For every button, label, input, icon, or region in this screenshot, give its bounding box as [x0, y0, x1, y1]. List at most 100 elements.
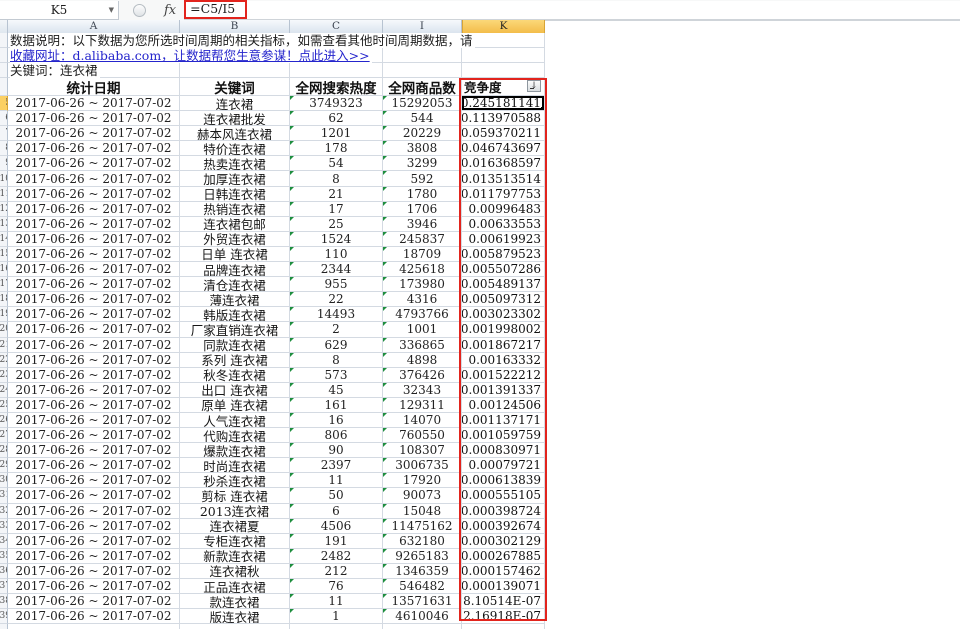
cell-competition[interactable]: 0.016368597 — [462, 156, 545, 172]
cell-competition[interactable]: 0.000267885 — [462, 548, 545, 564]
cell-search-heat[interactable]: 191 — [290, 533, 383, 549]
cell-keyword[interactable]: 连衣裙夏 — [180, 518, 290, 534]
cell-date-range[interactable]: 2017-06-26 ~ 2017-07-02 — [8, 382, 180, 398]
cell-competition[interactable]: 0.000139071 — [462, 579, 545, 595]
row-header[interactable]: 25 — [0, 397, 8, 413]
row-header[interactable]: 28 — [0, 443, 8, 459]
cell-search-heat[interactable]: 25 — [290, 216, 383, 232]
cell-keyword[interactable]: 连衣裙 — [180, 96, 290, 112]
cell-competition[interactable]: 0.013513514 — [462, 171, 545, 187]
cell-search-heat[interactable]: 4506 — [290, 518, 383, 534]
row-header[interactable]: 17 — [0, 277, 8, 293]
cell-search-heat[interactable]: 2 — [290, 322, 383, 338]
cell-product-count[interactable]: 544 — [383, 111, 462, 127]
row-header[interactable]: 8 — [0, 141, 8, 157]
row-header[interactable]: 33 — [0, 518, 8, 534]
cell-date-range[interactable]: 2017-06-26 ~ 2017-07-02 — [8, 201, 180, 217]
cell-date-range[interactable]: 2017-06-26 ~ 2017-07-02 — [8, 548, 180, 564]
cell-date-range[interactable]: 2017-06-26 ~ 2017-07-02 — [8, 488, 180, 504]
column-header-B[interactable]: B — [180, 20, 290, 33]
cell-search-heat[interactable]: 955 — [290, 277, 383, 293]
cell-competition[interactable]: 0.000613839 — [462, 473, 545, 489]
empty-cell[interactable] — [290, 624, 383, 629]
cell-product-count[interactable]: 376426 — [383, 367, 462, 383]
cell-keyword[interactable]: 韩版连衣裙 — [180, 307, 290, 323]
cell-keyword[interactable]: 剪标 连衣裙 — [180, 488, 290, 504]
cell-keyword[interactable]: 人气连衣裙 — [180, 412, 290, 429]
row-header[interactable]: 7 — [0, 126, 8, 142]
cell-keyword[interactable]: 同款连衣裙 — [180, 337, 290, 353]
cell-date-range[interactable]: 2017-06-26 ~ 2017-07-02 — [8, 518, 180, 534]
row-header[interactable]: 34 — [0, 533, 8, 549]
cell-date-range[interactable]: 2017-06-26 ~ 2017-07-02 — [8, 533, 180, 549]
name-box-dropdown-icon[interactable]: ▼ — [108, 5, 114, 14]
cell-competition[interactable]: 0.005097312 — [462, 292, 545, 308]
cell-competition[interactable]: 0.005507286 — [462, 262, 545, 278]
cell-product-count[interactable]: 1001 — [383, 322, 462, 338]
cell-competition[interactable]: 0.00996483 — [462, 201, 545, 217]
cell-date-range[interactable]: 2017-06-26 ~ 2017-07-02 — [8, 277, 180, 293]
cell-search-heat[interactable]: 1201 — [290, 126, 383, 142]
cell-date-range[interactable]: 2017-06-26 ~ 2017-07-02 — [8, 141, 180, 157]
header-competition[interactable]: 竞争度 ↓ — [462, 78, 545, 96]
cell-keyword[interactable]: 连衣裙包邮 — [180, 216, 290, 232]
cell-date-range[interactable]: 2017-06-26 ~ 2017-07-02 — [8, 412, 180, 429]
cell-date-range[interactable]: 2017-06-26 ~ 2017-07-02 — [8, 352, 180, 368]
cell-keyword[interactable]: 秒杀连衣裙 — [180, 473, 290, 489]
insert-function-icon[interactable]: fx — [164, 2, 177, 18]
cell-product-count[interactable]: 4610046 — [383, 609, 462, 625]
cell-date-range[interactable]: 2017-06-26 ~ 2017-07-02 — [8, 503, 180, 519]
row-header[interactable]: 26 — [0, 412, 8, 429]
column-header-A[interactable]: A — [8, 20, 180, 33]
cell-competition[interactable]: 0.001059759 — [462, 428, 545, 444]
cell-search-heat[interactable]: 11 — [290, 594, 383, 610]
row-header[interactable]: 38 — [0, 594, 8, 610]
cell-product-count[interactable]: 4898 — [383, 352, 462, 368]
row-header[interactable]: 12 — [0, 201, 8, 217]
cell-date-range[interactable]: 2017-06-26 ~ 2017-07-02 — [8, 473, 180, 489]
row-header[interactable]: 18 — [0, 292, 8, 308]
cell-competition[interactable]: 0.000830971 — [462, 443, 545, 459]
cell-search-heat[interactable]: 16 — [290, 412, 383, 429]
cell-search-heat[interactable]: 62 — [290, 111, 383, 127]
cell-search-heat[interactable]: 629 — [290, 337, 383, 353]
cell-keyword[interactable]: 外贸连衣裙 — [180, 231, 290, 247]
header-date[interactable]: 统计日期 — [8, 78, 180, 96]
name-box[interactable]: K5 ▼ — [0, 0, 119, 20]
cell-date-range[interactable]: 2017-06-26 ~ 2017-07-02 — [8, 367, 180, 383]
cell-competition[interactable]: 0.00619923 — [462, 231, 545, 247]
cell-product-count[interactable]: 20229 — [383, 126, 462, 142]
row-header[interactable]: 10 — [0, 171, 8, 187]
cell-search-heat[interactable]: 573 — [290, 367, 383, 383]
cell-search-heat[interactable]: 1 — [290, 609, 383, 625]
cell-date-range[interactable]: 2017-06-26 ~ 2017-07-02 — [8, 96, 180, 112]
cell-keyword[interactable]: 热卖连衣裙 — [180, 156, 290, 172]
cell-search-heat[interactable]: 161 — [290, 397, 383, 413]
row-header[interactable]: 15 — [0, 246, 8, 263]
cell-product-count[interactable]: 14070 — [383, 412, 462, 429]
cell-product-count[interactable]: 546482 — [383, 579, 462, 595]
cell-product-count[interactable]: 15048 — [383, 503, 462, 519]
cell-competition[interactable]: 0.046743697 — [462, 141, 545, 157]
cell-search-heat[interactable]: 8 — [290, 171, 383, 187]
cell-competition[interactable]: 0.003023302 — [462, 307, 545, 323]
cell-search-heat[interactable]: 17 — [290, 201, 383, 217]
cell-competition[interactable]: 0.001867217 — [462, 337, 545, 353]
cell-keyword[interactable]: 清仓连衣裙 — [180, 277, 290, 293]
cell-product-count[interactable]: 425618 — [383, 262, 462, 278]
cell-search-heat[interactable]: 2482 — [290, 548, 383, 564]
row-header[interactable]: 36 — [0, 563, 8, 579]
row-header[interactable] — [0, 63, 8, 78]
cell-keyword[interactable]: 2013连衣裙 — [180, 503, 290, 519]
cell-i3[interactable] — [383, 63, 462, 78]
row-header[interactable]: 35 — [0, 548, 8, 564]
cell-competition[interactable]: 0.00163332 — [462, 352, 545, 368]
empty-cell[interactable] — [180, 624, 290, 629]
cell-date-range[interactable]: 2017-06-26 ~ 2017-07-02 — [8, 443, 180, 459]
cell-keyword[interactable]: 新款连衣裙 — [180, 548, 290, 564]
row-header[interactable]: 29 — [0, 458, 8, 474]
header-search-heat[interactable]: 全网搜索热度 — [290, 78, 383, 96]
cell-keyword[interactable]: 日单 连衣裙 — [180, 246, 290, 263]
cell-search-heat[interactable]: 1524 — [290, 231, 383, 247]
cell-keyword[interactable]: 厂家直销连衣裙 — [180, 322, 290, 338]
